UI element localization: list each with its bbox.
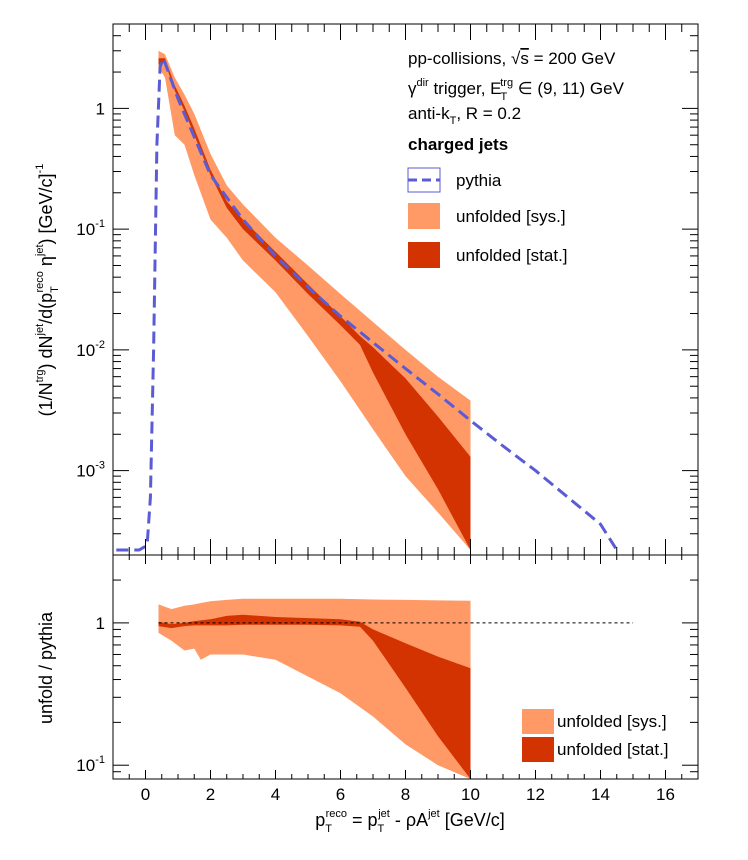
bottom-y-tick-label: 1 [96,614,105,633]
bottom-legend: unfolded [sys.] unfolded [stat.] [522,709,669,762]
legend-label-stat: unfolded [stat.] [456,246,568,265]
bottom-ticks [112,554,699,780]
top-y-tick-label: 10-1 [76,218,105,239]
top-legend: pythia unfolded [sys.] unfolded [stat.] [407,167,568,268]
top-y-tick-label: 10-3 [76,460,105,481]
x-tick-label: 12 [526,785,545,804]
top-panel: 10-3 10-2 10-1 1 pp-collisions, √s = 200 Ge… [34,23,699,556]
annotation-line-2: γdir trigger, ETtrg ∈ (9, 11) GeV [408,77,625,103]
x-tick-label: 8 [401,785,410,804]
legend-label-pythia: pythia [456,171,502,190]
x-tick-label: 14 [591,785,610,804]
annotation-line-3: anti-kT, R = 0.2 [408,104,521,127]
bottom-legend-item-sys: unfolded [sys.] [522,709,667,734]
bottom-y-axis-label: unfold / pythia [36,611,56,724]
bottom-legend-swatch-sys [522,709,554,734]
bottom-legend-swatch-stat [522,737,554,762]
bottom-legend-item-stat: unfolded [stat.] [522,737,669,762]
bottom-panel: 10-1 1 0 2 4 6 8 10 12 14 16 unfolded [sys.] unfo… [36,554,699,835]
annotation-block: pp-collisions, √s = 200 GeV γdir trigger… [408,49,625,154]
bottom-y-tick-label: 10-1 [76,754,105,775]
x-axis-label: pTreco = pTjet - ρAjet [GeV/c] [315,808,505,835]
top-y-tick-label: 10-2 [76,339,105,360]
top-y-tick-labels: 10-3 10-2 10-1 1 [76,99,105,480]
top-y-axis-label: (1/Ntrg) dNjet/d(pTreco ηjet) [GeV/c]-1 [34,164,61,417]
bottom-x-tick-labels: 0 2 4 6 8 10 12 14 16 [141,785,675,804]
bottom-bands [158,598,471,779]
annotation-line-4: charged jets [408,135,508,154]
x-tick-label: 4 [271,785,280,804]
annotation-line-1: pp-collisions, √s = 200 GeV [408,49,616,68]
top-band-sys [158,50,471,551]
bottom-legend-label-stat: unfolded [stat.] [557,740,669,759]
top-ticks [112,23,699,556]
bottom-y-tick-labels: 10-1 1 [76,614,105,775]
legend-item-sys: unfolded [sys.] [408,203,566,229]
legend-label-sys: unfolded [sys.] [456,207,566,226]
bottom-band-stat [158,614,471,779]
legend-item-stat: unfolded [stat.] [408,242,568,268]
legend-swatch-stat [408,242,440,268]
x-tick-label: 16 [656,785,675,804]
top-lines [116,53,619,552]
x-tick-label: 6 [336,785,345,804]
x-tick-label: 0 [141,785,150,804]
top-bands [158,50,471,551]
bottom-legend-label-sys: unfolded [sys.] [557,712,667,731]
legend-swatch-sys [408,203,440,229]
x-tick-label: 10 [461,785,480,804]
x-tick-label: 2 [206,785,215,804]
legend-item-pythia: pythia [407,167,502,193]
top-y-tick-label: 1 [96,99,105,118]
top-line-pythia [116,53,619,552]
